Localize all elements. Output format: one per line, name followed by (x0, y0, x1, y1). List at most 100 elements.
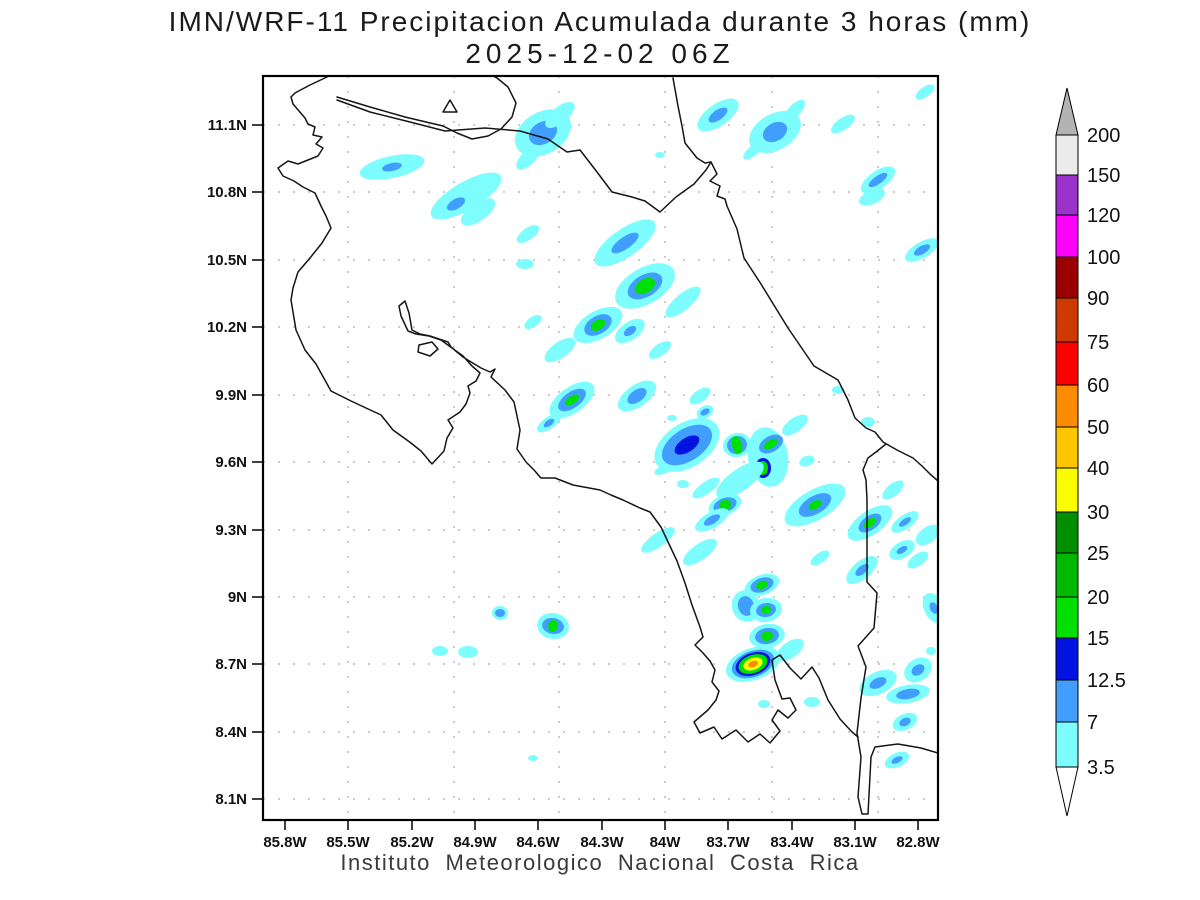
precip-cell (884, 751, 910, 769)
precip-cell (544, 337, 576, 363)
colorbar-tick-label: 75 (1087, 332, 1109, 354)
precip-cell (615, 263, 675, 309)
colorbar-tick-label: 50 (1087, 417, 1109, 439)
precip-cell (689, 387, 711, 405)
colorbar-segment (1055, 384, 1079, 428)
precip-cell (846, 555, 878, 585)
colorbar-labels: 200 150 120 100 90 75 60 50 40 30 25 20 15 12.5 7 3.5 (1087, 125, 1126, 779)
precip-cell (905, 238, 938, 262)
colorbar-tick-label: 100 (1087, 247, 1120, 269)
colorbar-segment (1055, 679, 1079, 723)
precip-cell (744, 573, 780, 597)
precip-cell (458, 646, 478, 658)
precip-cell (359, 154, 425, 180)
precip-cell (549, 381, 595, 419)
colorbar-segment (1055, 721, 1079, 768)
colorbar (1055, 87, 1079, 817)
lon-tick-label: 82.8W (896, 834, 940, 851)
lat-tick-label: 9.9N (215, 387, 247, 404)
pacific-coast (277, 76, 859, 744)
lon-tick-label: 84.6W (516, 834, 560, 851)
precip-cell (641, 527, 675, 553)
colorbar-tick-label: 7 (1087, 712, 1098, 734)
precip-cell (654, 418, 720, 472)
precip-cell (891, 511, 919, 533)
gridlines (263, 76, 938, 820)
lon-tick-labels: 85.8W 85.5W 85.2W 84.9W 84.6W 84.3W 84W 83.7W 83… (263, 834, 940, 851)
precipitation-cells (359, 84, 938, 769)
precip-cell (615, 318, 645, 344)
precip-cell (696, 405, 714, 419)
colorbar-tick-label: 30 (1087, 502, 1109, 524)
precip-cell (776, 638, 804, 662)
precip-cell (723, 432, 751, 458)
colorbar-segment (1055, 297, 1079, 343)
precip-cell (926, 647, 936, 655)
precip-cell (799, 455, 815, 467)
precip-cell (516, 225, 540, 243)
colorbar-under-arrow (1055, 766, 1079, 817)
colorbar-segment (1055, 552, 1079, 598)
precip-cell (882, 480, 904, 500)
plot-title: IMN/WRF-11 Precipitacion Acumulada duran… (168, 6, 1032, 37)
ometepe-island (442, 99, 458, 113)
lat-tick-label: 11.1N (208, 117, 247, 134)
precip-cell (859, 669, 897, 697)
precip-cell (889, 540, 915, 560)
colorbar-tick-label: 60 (1087, 375, 1109, 397)
precip-cell (861, 417, 875, 427)
precip-cell (726, 646, 780, 682)
colorbar-segment (1055, 214, 1079, 258)
lon-tick-label: 84.9W (453, 834, 497, 851)
precip-cell (782, 414, 808, 436)
precip-cell (922, 592, 938, 624)
lake-nicaragua-shore (336, 76, 517, 140)
precip-cell (516, 146, 540, 170)
precip-cell (697, 98, 739, 132)
precip-cell (594, 219, 656, 267)
precip-cell (915, 84, 935, 100)
precip-cell (545, 101, 575, 129)
map-frame (261, 74, 940, 822)
precip-cell (665, 286, 701, 318)
precip-cell (915, 524, 938, 546)
precip-cell (831, 114, 855, 134)
colorbar-tick-label: 120 (1087, 205, 1120, 227)
colorbar-tick-label: 150 (1087, 165, 1120, 187)
colorbar-segment (1055, 511, 1079, 554)
precip-cell (858, 188, 886, 206)
precip-cell (716, 461, 764, 499)
precip-cell (492, 606, 508, 620)
precip-cell (892, 712, 918, 732)
precip-cell (904, 657, 932, 683)
precip-cell (573, 306, 623, 344)
precip-cell (617, 380, 657, 412)
precip-cell (784, 483, 846, 527)
precip-cell (750, 597, 782, 623)
precip-cell (886, 684, 930, 704)
precip-cell (749, 623, 785, 649)
precip-cell (667, 415, 677, 421)
colorbar-segment (1055, 134, 1079, 176)
panama-border-burica (856, 443, 938, 815)
lat-tick-label: 10.2N (207, 319, 247, 336)
precip-cell (677, 480, 689, 488)
precip-cell (648, 341, 672, 359)
precip-cell (907, 551, 929, 569)
lon-tick-label: 85.2W (390, 834, 434, 851)
lat-tick-label: 10.5N (207, 252, 247, 269)
precip-cell (655, 152, 665, 158)
lon-tick-label: 85.8W (263, 834, 307, 851)
colorbar-tick-label: 40 (1087, 458, 1109, 480)
precip-cell (759, 434, 783, 454)
colorbar-segment (1055, 341, 1079, 386)
lat-tick-label: 8.4N (215, 724, 247, 741)
lat-tick-label: 9N (228, 589, 247, 606)
precip-cell (446, 197, 466, 211)
precip-cell (695, 508, 729, 532)
lat-tick-labels: 11.1N 10.8N 10.5N 10.2N 9.9N 9.6N 9.3N 9N 8.7N 8.… (207, 117, 247, 808)
precip-cell (537, 612, 569, 640)
colorbar-tick-label: 20 (1087, 587, 1109, 609)
axis-ticks (252, 124, 919, 830)
